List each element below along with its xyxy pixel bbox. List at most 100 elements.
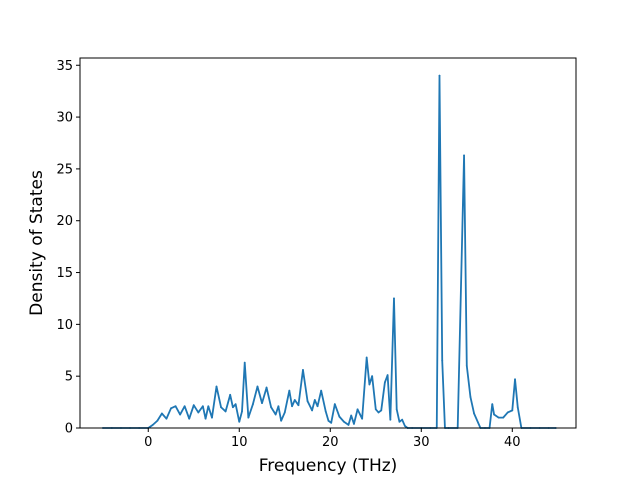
data-point — [280, 419, 283, 422]
data-point — [361, 417, 364, 420]
data-point — [350, 414, 353, 417]
data-point — [316, 405, 319, 408]
data-point — [270, 406, 273, 409]
data-point — [493, 413, 495, 416]
y-tick-label: 35 — [56, 59, 73, 74]
data-point — [398, 420, 401, 423]
data-point — [207, 405, 210, 408]
data-point — [368, 383, 371, 386]
data-point — [506, 411, 509, 414]
data-point — [241, 410, 243, 413]
data-point — [393, 297, 395, 300]
y-tick-label: 15 — [56, 266, 73, 281]
data-point — [243, 361, 246, 364]
data-point — [293, 399, 296, 401]
data-point — [232, 406, 234, 409]
x-axis-ticks: 0 10 20 30 40 — [144, 428, 521, 450]
data-point — [347, 423, 350, 426]
x-axis-label: Frequency (THz) — [259, 456, 398, 476]
data-point — [261, 402, 263, 405]
data-point — [179, 413, 182, 416]
x-tick-label: 40 — [504, 435, 521, 450]
data-point — [327, 419, 330, 422]
data-point — [516, 406, 519, 409]
data-point — [211, 416, 213, 419]
data-point — [401, 418, 404, 421]
data-point — [156, 419, 159, 422]
data-point — [234, 403, 237, 406]
data-point — [324, 410, 327, 413]
y-tick-label: 0 — [65, 422, 73, 437]
data-point — [353, 422, 355, 425]
y-tick-label: 25 — [56, 162, 73, 177]
data-point — [473, 412, 475, 415]
y-tick-label: 20 — [56, 214, 73, 229]
data-point — [306, 400, 309, 402]
data-point — [183, 405, 186, 408]
data-point — [404, 425, 406, 427]
data-point — [161, 412, 163, 415]
data-point — [356, 408, 359, 411]
data-point — [256, 385, 259, 388]
x-tick-label: 30 — [413, 435, 430, 450]
data-point — [374, 408, 377, 411]
data-point — [313, 399, 316, 401]
data-point — [204, 417, 207, 420]
data-point — [441, 359, 444, 362]
data-point — [511, 409, 514, 412]
data-point — [201, 405, 204, 408]
y-tick-label: 30 — [56, 111, 73, 126]
data-point — [311, 409, 313, 412]
data-point — [343, 420, 345, 423]
data-point — [252, 403, 254, 406]
x-tick-label: 0 — [144, 435, 152, 450]
data-point — [333, 403, 336, 406]
data-point — [514, 378, 516, 381]
data-point — [389, 418, 392, 421]
data-point — [283, 411, 286, 414]
data-point — [338, 415, 341, 418]
data-point — [224, 410, 227, 413]
data-point — [265, 386, 268, 389]
data-point — [151, 423, 154, 426]
data-point — [247, 416, 250, 419]
data-point — [438, 74, 441, 77]
data-point — [238, 420, 241, 423]
x-tick-label: 20 — [322, 435, 339, 450]
axes-frame — [79, 57, 577, 429]
data-point — [465, 364, 468, 367]
data-point — [192, 404, 195, 407]
data-point — [215, 385, 218, 388]
y-axis-ticks: 0 5 10 15 20 25 30 35 — [56, 59, 80, 437]
data-point — [197, 411, 200, 414]
data-point — [170, 407, 172, 410]
data-point — [463, 154, 465, 157]
data-point — [386, 374, 389, 377]
data-point — [491, 403, 494, 406]
data-point — [302, 369, 304, 371]
data-point — [469, 396, 472, 398]
data-point — [365, 356, 368, 359]
data-point — [291, 405, 293, 408]
data-point — [174, 405, 177, 408]
data-point — [165, 417, 168, 420]
y-axis-label: Density of States — [27, 170, 47, 316]
data-point — [371, 375, 374, 378]
data-point — [288, 389, 291, 392]
data-point — [497, 416, 500, 419]
data-point — [395, 408, 398, 411]
data-point — [229, 393, 232, 396]
y-tick-label: 5 — [65, 370, 73, 385]
data-point — [383, 381, 386, 384]
data-point — [188, 417, 191, 420]
data-point — [380, 409, 383, 412]
data-point — [277, 405, 280, 408]
data-point — [377, 411, 380, 414]
data-point — [502, 416, 505, 419]
data-point — [297, 404, 300, 407]
data-point — [274, 413, 277, 416]
y-tick-label: 10 — [56, 318, 73, 333]
x-tick-label: 10 — [231, 435, 248, 450]
